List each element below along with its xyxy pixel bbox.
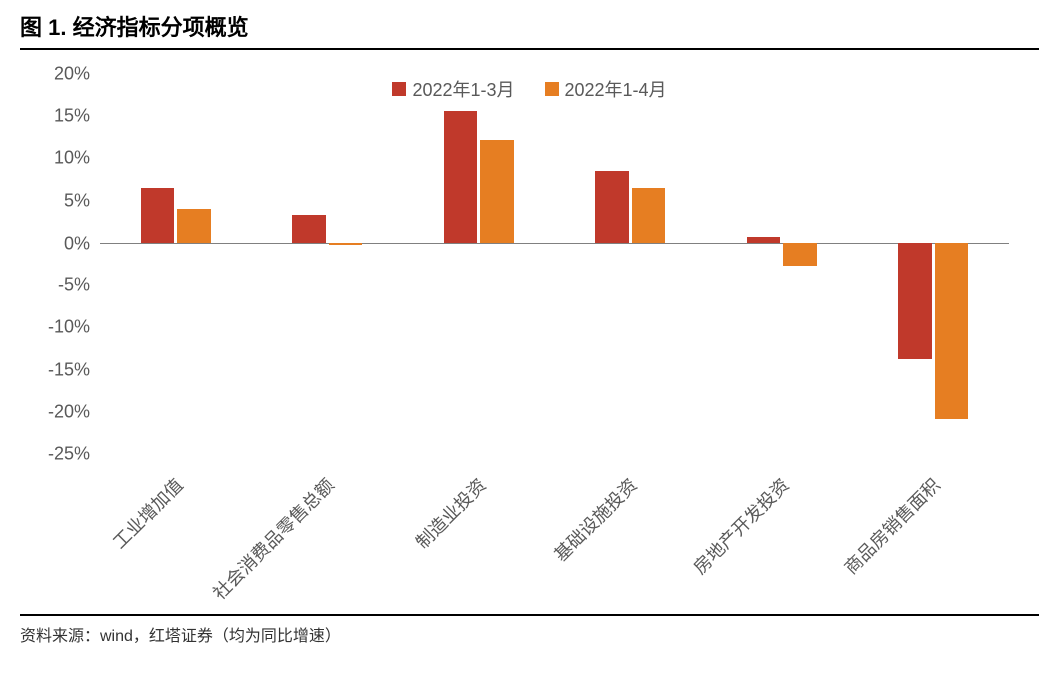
zero-axis-line: 0% (100, 243, 1009, 244)
chart-title: 图 1. 经济指标分项概览 (20, 15, 249, 40)
x-category-label: 工业增加值 (106, 472, 188, 554)
y-tick-label: 0% (64, 233, 90, 254)
bar (935, 243, 968, 419)
title-bar: 图 1. 经济指标分项概览 (20, 10, 1039, 50)
source-text: 资料来源：wind，红塔证券（均为同比增速） (20, 616, 1039, 646)
bar (329, 243, 362, 245)
y-tick-label: -5% (58, 275, 90, 296)
bar (141, 188, 174, 243)
bar (480, 140, 513, 243)
y-tick-label: 5% (64, 190, 90, 211)
x-category-label: 社会消费品零售总额 (207, 472, 340, 605)
chart-area: 2022年1-3月 2022年1-4月 20%15%10%5%0%-5%-10%… (20, 54, 1039, 614)
figure-container: 图 1. 经济指标分项概览 2022年1-3月 2022年1-4月 20%15%… (20, 10, 1039, 687)
y-tick-label: -20% (48, 401, 90, 422)
bar (783, 243, 816, 266)
y-tick-label: 20% (54, 64, 90, 85)
y-tick-label: 10% (54, 148, 90, 169)
bar (177, 209, 210, 243)
bar (898, 243, 931, 360)
y-tick-label: 15% (54, 106, 90, 127)
bar (292, 215, 325, 243)
y-tick-label: -10% (48, 317, 90, 338)
bar (747, 237, 780, 243)
bar (595, 171, 628, 243)
plot-region: 20%15%10%5%0%-5%-10%-15%-20%-25%工业增加值社会消… (100, 74, 1009, 454)
x-category-label: 房地产开发投资 (687, 472, 794, 579)
x-category-label: 制造业投资 (409, 472, 491, 554)
bar (444, 111, 477, 243)
bar (632, 188, 665, 243)
y-tick-label: -25% (48, 444, 90, 465)
y-tick-label: -15% (48, 359, 90, 380)
x-category-label: 基础设施投资 (548, 472, 643, 567)
x-category-label: 商品房销售面积 (838, 472, 945, 579)
